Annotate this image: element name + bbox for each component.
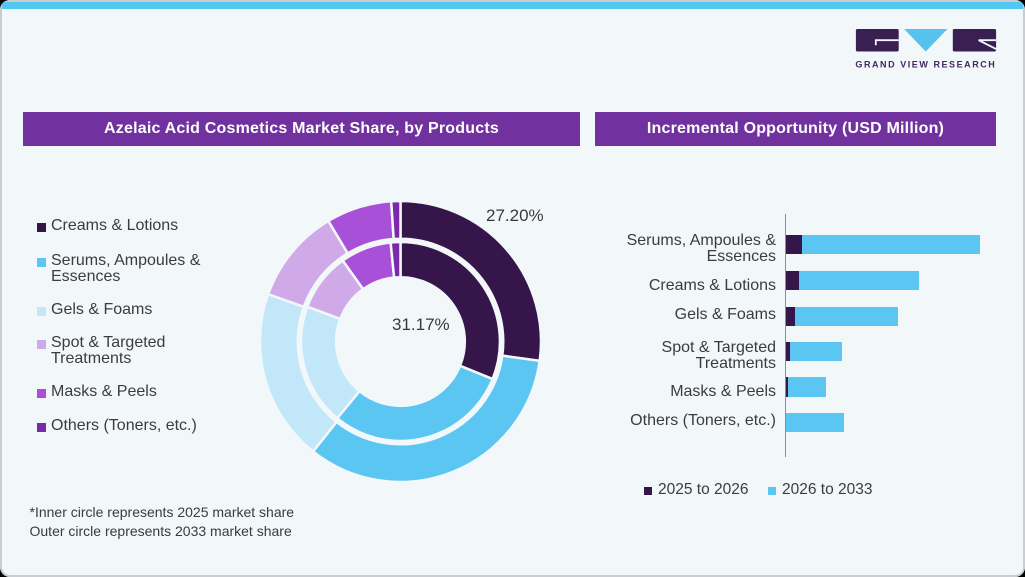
svg-text:GRAND VIEW RESEARCH: GRAND VIEW RESEARCH — [855, 60, 996, 70]
